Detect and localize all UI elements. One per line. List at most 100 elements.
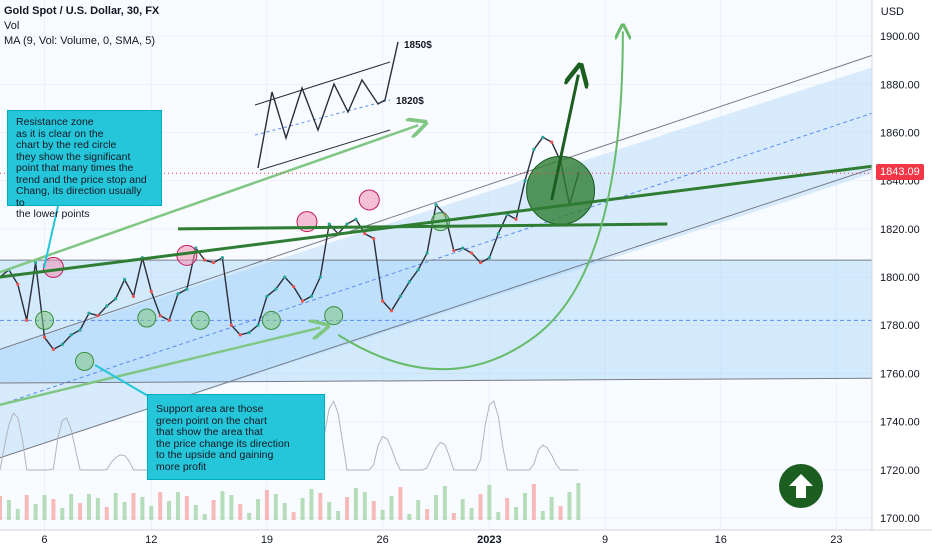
volume-bar bbox=[33, 504, 38, 520]
y-tick-label: 1820.00 bbox=[880, 224, 920, 236]
price-point bbox=[256, 323, 260, 327]
price-point bbox=[247, 330, 251, 335]
volume-bar bbox=[389, 496, 394, 520]
volume-bar bbox=[202, 514, 207, 520]
volume-bar bbox=[78, 503, 83, 520]
price-point bbox=[452, 248, 456, 253]
y-tick-label: 1800.00 bbox=[880, 272, 920, 284]
volume-bar bbox=[309, 489, 314, 520]
zigzag-pattern: 1850$ 1820$ bbox=[254, 40, 432, 171]
price-point bbox=[461, 246, 465, 250]
lower-trend-arrow bbox=[0, 328, 320, 406]
price-point bbox=[167, 318, 171, 323]
x-tick-label: 9 bbox=[602, 534, 608, 546]
volume-bar bbox=[229, 495, 234, 520]
x-tick-label: 23 bbox=[830, 534, 842, 546]
price-point bbox=[381, 299, 385, 303]
volume-bar bbox=[282, 503, 287, 520]
volume-bar bbox=[567, 492, 572, 520]
volume-bar bbox=[247, 513, 252, 520]
volume-label: Vol bbox=[4, 20, 20, 32]
support-marker bbox=[324, 306, 344, 326]
price-point bbox=[292, 285, 296, 289]
x-tick-label: 26 bbox=[376, 534, 388, 546]
price-point bbox=[407, 280, 411, 284]
price-point bbox=[149, 289, 153, 294]
volume-bar bbox=[434, 495, 438, 520]
price-point bbox=[372, 236, 376, 241]
y-tick-label: 1720.00 bbox=[880, 465, 920, 477]
support-marker bbox=[137, 308, 157, 328]
price-point bbox=[318, 275, 322, 279]
volume-bar bbox=[531, 484, 536, 520]
volume-bar bbox=[104, 507, 109, 520]
price-point bbox=[220, 256, 225, 260]
time-axis-bg bbox=[0, 530, 932, 550]
y-tick-label: 1880.00 bbox=[880, 79, 920, 91]
volume-bar bbox=[15, 509, 20, 520]
price-point bbox=[487, 256, 491, 260]
volume-bar bbox=[95, 498, 100, 520]
volume-bar bbox=[362, 492, 367, 520]
volume-bar bbox=[69, 494, 74, 520]
price-point bbox=[69, 333, 73, 337]
volume-bar bbox=[264, 490, 269, 520]
pattern-mid-line bbox=[254, 99, 391, 136]
price-point bbox=[185, 287, 189, 291]
volume-bar bbox=[167, 501, 172, 520]
support-callout-pointer bbox=[94, 364, 156, 401]
price-point bbox=[87, 311, 91, 315]
volume-bar bbox=[113, 493, 118, 520]
volume-bar bbox=[238, 504, 243, 520]
volume-bar bbox=[380, 510, 385, 520]
volume-bar bbox=[291, 512, 296, 520]
volume-bar bbox=[24, 495, 29, 520]
channel-mid-line bbox=[0, 112, 873, 406]
volume-bar bbox=[558, 506, 563, 520]
up-arrow-icon bbox=[789, 474, 813, 498]
volume-bar bbox=[442, 486, 447, 520]
bullish-target-arrow bbox=[550, 75, 579, 201]
volume-bar bbox=[140, 497, 145, 520]
currency-label: USD bbox=[880, 6, 904, 18]
volume-bar bbox=[0, 496, 2, 520]
price-point bbox=[274, 287, 278, 291]
price-point bbox=[105, 304, 109, 308]
volume-bar bbox=[371, 501, 376, 520]
channel-lower-line bbox=[0, 168, 873, 459]
volume-bar bbox=[300, 498, 305, 520]
up-arrow-badge[interactable] bbox=[779, 464, 823, 508]
volume-bar bbox=[425, 509, 430, 520]
volume-bar bbox=[318, 493, 323, 520]
price-point bbox=[25, 318, 29, 323]
upper-trend-arrow bbox=[0, 125, 418, 274]
volume-bar bbox=[175, 492, 180, 520]
support-marker bbox=[34, 310, 54, 330]
volume-bar bbox=[220, 491, 225, 520]
price-point bbox=[203, 258, 207, 262]
volume-bar bbox=[42, 495, 47, 520]
x-tick-label: 19 bbox=[261, 534, 273, 546]
price-point bbox=[265, 294, 269, 298]
last-price-tag: 1843.09 bbox=[876, 164, 924, 181]
price-point bbox=[532, 147, 536, 151]
price-point bbox=[33, 260, 38, 265]
volume-bar bbox=[256, 499, 261, 520]
price-point bbox=[114, 297, 118, 301]
resistance-marker bbox=[358, 189, 380, 211]
price-point bbox=[354, 217, 358, 221]
x-tick-label: 16 bbox=[715, 534, 727, 546]
volume-bar bbox=[549, 497, 554, 520]
price-point bbox=[327, 222, 331, 226]
price-point bbox=[523, 179, 527, 183]
volume-bar bbox=[478, 494, 483, 520]
price-point bbox=[78, 328, 82, 332]
volume-bar bbox=[496, 512, 501, 520]
volume-bar bbox=[522, 493, 527, 520]
price-point bbox=[398, 294, 403, 298]
volume-bar bbox=[131, 493, 136, 520]
price-point bbox=[434, 203, 438, 207]
price-point bbox=[469, 251, 474, 255]
